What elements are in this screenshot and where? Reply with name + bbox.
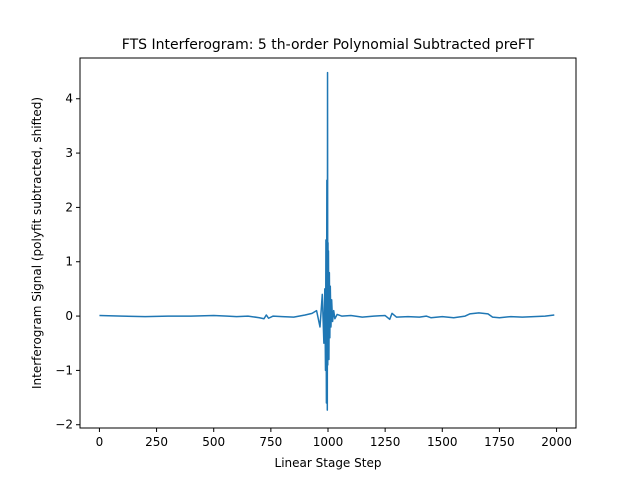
plot-area	[99, 71, 555, 411]
series-line-interferogram	[99, 71, 555, 411]
y-tick-label: 1	[65, 255, 73, 269]
y-axis: −2 −1 0 1 2 3 4	[55, 92, 80, 432]
y-tick-label: −1	[55, 363, 73, 377]
x-tick-label: 250	[145, 435, 168, 449]
chart-title: FTS Interferogram: 5 th-order Polynomial…	[122, 37, 535, 53]
y-tick-label: 0	[65, 309, 73, 323]
x-tick-label: 1750	[484, 435, 515, 449]
y-tick-label: 4	[65, 92, 73, 106]
x-tick-label: 2000	[541, 435, 572, 449]
y-tick-label: 2	[65, 200, 73, 214]
y-tick-label: 3	[65, 146, 73, 160]
x-tick-label: 1250	[370, 435, 401, 449]
x-axis-label: Linear Stage Step	[275, 456, 382, 470]
y-tick-label: −2	[55, 418, 73, 432]
x-tick-label: 1000	[313, 435, 344, 449]
axes-frame	[79, 57, 577, 429]
y-axis-label: Interferogram Signal (polyfit subtracted…	[30, 97, 44, 389]
x-axis: 0 250 500 750 1000 1250 1500 1750 2000	[96, 428, 572, 449]
x-tick-label: 1500	[427, 435, 458, 449]
x-tick-label: 500	[202, 435, 225, 449]
x-tick-label: 750	[259, 435, 282, 449]
x-tick-label: 0	[96, 435, 104, 449]
